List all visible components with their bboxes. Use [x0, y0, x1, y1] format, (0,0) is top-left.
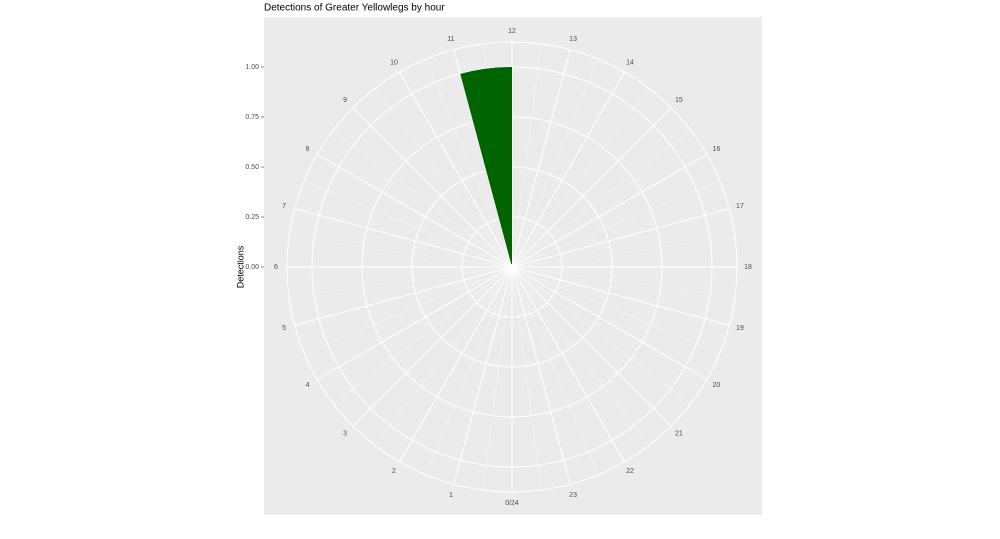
x-tick-label: 21: [675, 431, 683, 438]
grid-line: [511, 154, 708, 268]
x-tick-label: 22: [626, 468, 634, 475]
grid-line: [352, 266, 513, 427]
x-tick-label: 10: [390, 59, 398, 66]
x-tick-label: 7: [282, 203, 286, 210]
minor-grid-line: [425, 266, 513, 475]
x-tick-label: 2: [392, 468, 396, 475]
minor-grid-line: [511, 266, 691, 405]
minor-grid-line: [511, 88, 650, 268]
minor-grid-line: [374, 88, 513, 268]
minor-grid-line: [511, 266, 542, 491]
y-tick-label: 0.75: [245, 114, 259, 121]
minor-grid-line: [304, 180, 513, 268]
chart-title: Detections of Greater Yellowlegs by hour: [264, 3, 445, 14]
minor-grid-line: [511, 266, 736, 297]
grid-line: [511, 49, 571, 268]
y-tick-label: 1.00: [245, 64, 259, 71]
x-tick-label: 12: [508, 28, 516, 35]
grid-line: [316, 154, 513, 268]
x-tick-label: 6: [274, 264, 278, 271]
x-tick-label: 20: [712, 382, 720, 389]
grid-line: [511, 208, 730, 268]
grid-line: [399, 71, 513, 268]
x-tick-label: 8: [306, 146, 310, 153]
minor-grid-line: [511, 129, 691, 268]
x-tick-label: 0/24: [505, 500, 519, 507]
minor-grid-line: [511, 237, 736, 268]
minor-grid-line: [511, 180, 720, 268]
bar: [460, 67, 512, 267]
minor-grid-line: [482, 266, 513, 491]
x-tick-label: 16: [712, 146, 720, 153]
minor-grid-line: [425, 59, 513, 268]
x-tick-label: 1: [449, 492, 453, 499]
x-tick-label: 23: [569, 492, 577, 499]
x-tick-label: 4: [306, 382, 310, 389]
minor-grid-line: [511, 266, 599, 475]
minor-grid-line: [333, 266, 513, 405]
grid-line: [511, 266, 625, 463]
grid-line: [511, 107, 672, 268]
minor-grid-line: [511, 59, 599, 268]
y-tick-label: 0.25: [245, 214, 259, 221]
minor-grid-line: [511, 43, 542, 268]
y-tick-label: 0.00: [245, 264, 259, 271]
grid-line: [294, 266, 513, 326]
grid-line: [316, 266, 513, 380]
x-tick-label: 5: [282, 325, 286, 332]
grid-line: [453, 266, 513, 485]
y-tick-label: 0.50: [245, 164, 259, 171]
minor-grid-line: [333, 129, 513, 268]
minor-grid-line: [288, 237, 513, 268]
x-tick-label: 14: [626, 59, 634, 66]
x-tick-label: 19: [736, 325, 744, 332]
grid-line: [511, 266, 672, 427]
x-tick-label: 11: [447, 36, 454, 43]
grid-line: [352, 107, 513, 268]
minor-grid-line: [374, 266, 513, 446]
center-dot: [509, 264, 515, 270]
grid-line: [511, 71, 625, 268]
minor-grid-line: [304, 266, 513, 354]
x-tick-label: 15: [675, 97, 683, 104]
x-tick-label: 17: [736, 203, 744, 210]
minor-grid-line: [511, 266, 650, 446]
grid-line: [511, 266, 571, 485]
grid-line: [511, 266, 708, 380]
grid-line: [399, 266, 513, 463]
grid-line: [294, 208, 513, 268]
x-tick-label: 9: [343, 97, 347, 104]
x-tick-label: 18: [744, 264, 752, 271]
minor-grid-line: [288, 266, 513, 297]
minor-grid-line: [511, 266, 720, 354]
x-tick-label: 13: [569, 36, 577, 43]
grid-line: [511, 266, 730, 326]
y-axis-title: Detections: [235, 245, 245, 288]
x-tick-label: 3: [343, 431, 347, 438]
